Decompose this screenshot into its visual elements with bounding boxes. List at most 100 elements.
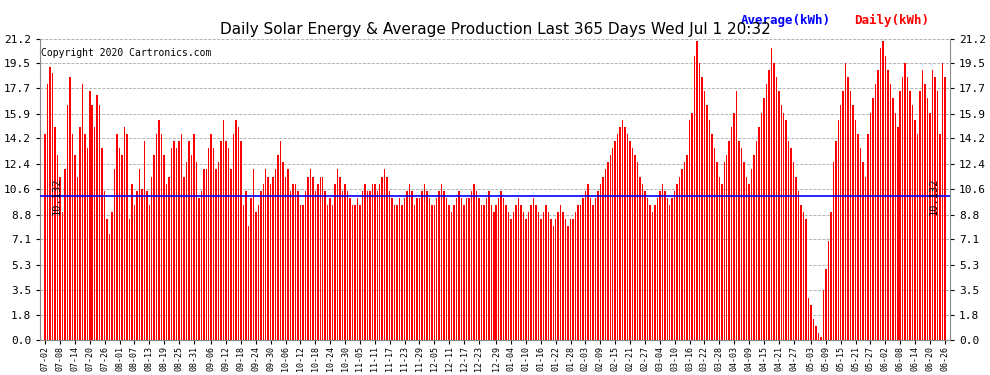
Bar <box>793 162 794 340</box>
Bar <box>414 205 415 340</box>
Bar <box>61 212 63 340</box>
Bar <box>910 91 911 340</box>
Bar <box>513 212 515 340</box>
Bar <box>381 177 383 340</box>
Bar <box>927 98 929 340</box>
Bar <box>147 191 148 340</box>
Bar <box>625 127 626 340</box>
Bar <box>572 219 574 340</box>
Bar <box>416 198 418 340</box>
Bar <box>516 205 517 340</box>
Bar <box>912 105 914 340</box>
Bar <box>305 191 306 340</box>
Bar <box>322 177 324 340</box>
Bar <box>820 338 822 340</box>
Bar <box>161 134 162 340</box>
Bar <box>76 177 78 340</box>
Bar <box>825 269 827 340</box>
Bar <box>325 191 326 340</box>
Bar <box>468 198 469 340</box>
Bar <box>295 184 296 340</box>
Bar <box>580 205 581 340</box>
Bar <box>778 91 779 340</box>
Bar <box>391 198 393 340</box>
Bar <box>721 184 723 340</box>
Bar <box>562 212 564 340</box>
Bar <box>565 219 566 340</box>
Bar <box>59 177 60 340</box>
Text: Copyright 2020 Cartronics.com: Copyright 2020 Cartronics.com <box>42 48 212 58</box>
Bar <box>475 191 477 340</box>
Bar <box>79 127 80 340</box>
Bar <box>920 91 921 340</box>
Bar <box>743 162 744 340</box>
Bar <box>96 96 98 340</box>
Bar <box>646 198 648 340</box>
Bar <box>238 127 240 340</box>
Bar <box>523 212 525 340</box>
Text: 10.132: 10.132 <box>929 177 939 215</box>
Bar <box>711 134 713 340</box>
Bar <box>803 212 804 340</box>
Bar <box>389 191 390 340</box>
Bar <box>577 205 579 340</box>
Bar <box>114 170 115 340</box>
Bar <box>136 191 138 340</box>
Bar <box>734 112 735 340</box>
Bar <box>262 184 264 340</box>
Bar <box>765 84 767 340</box>
Bar <box>545 205 546 340</box>
Bar <box>885 56 886 340</box>
Bar <box>250 198 251 340</box>
Bar <box>223 120 225 340</box>
Bar <box>557 212 559 340</box>
Bar <box>842 91 843 340</box>
Bar <box>366 191 368 340</box>
Bar <box>503 198 505 340</box>
Bar <box>131 184 133 340</box>
Bar <box>905 63 906 340</box>
Bar <box>312 177 314 340</box>
Bar <box>669 205 670 340</box>
Bar <box>877 70 879 340</box>
Bar <box>188 141 190 340</box>
Bar <box>518 198 520 340</box>
Bar <box>521 205 522 340</box>
Bar <box>620 127 621 340</box>
Bar <box>560 205 561 340</box>
Bar <box>867 134 869 340</box>
Bar <box>444 191 445 340</box>
Bar <box>813 319 814 340</box>
Bar <box>496 205 497 340</box>
Title: Daily Solar Energy & Average Production Last 365 Days Wed Jul 1 20:32: Daily Solar Energy & Average Production … <box>220 22 770 38</box>
Bar <box>508 212 510 340</box>
Bar <box>724 162 725 340</box>
Bar <box>550 219 551 340</box>
Bar <box>211 134 212 340</box>
Bar <box>745 177 747 340</box>
Bar <box>810 305 812 340</box>
Bar <box>183 177 185 340</box>
Bar <box>465 198 467 340</box>
Bar <box>833 162 834 340</box>
Bar <box>54 127 55 340</box>
Text: Daily(kWh): Daily(kWh) <box>854 14 930 27</box>
Bar <box>701 77 703 340</box>
Bar <box>434 205 435 340</box>
Bar <box>880 48 881 340</box>
Bar <box>421 191 423 340</box>
Bar <box>297 191 299 340</box>
Bar <box>216 170 217 340</box>
Bar <box>191 155 192 340</box>
Bar <box>246 191 247 340</box>
Bar <box>785 120 787 340</box>
Bar <box>317 184 319 340</box>
Bar <box>201 191 202 340</box>
Bar <box>252 170 254 340</box>
Bar <box>255 212 256 340</box>
Bar <box>654 205 655 340</box>
Bar <box>597 191 599 340</box>
Bar <box>379 184 380 340</box>
Bar <box>706 105 708 340</box>
Bar <box>800 205 802 340</box>
